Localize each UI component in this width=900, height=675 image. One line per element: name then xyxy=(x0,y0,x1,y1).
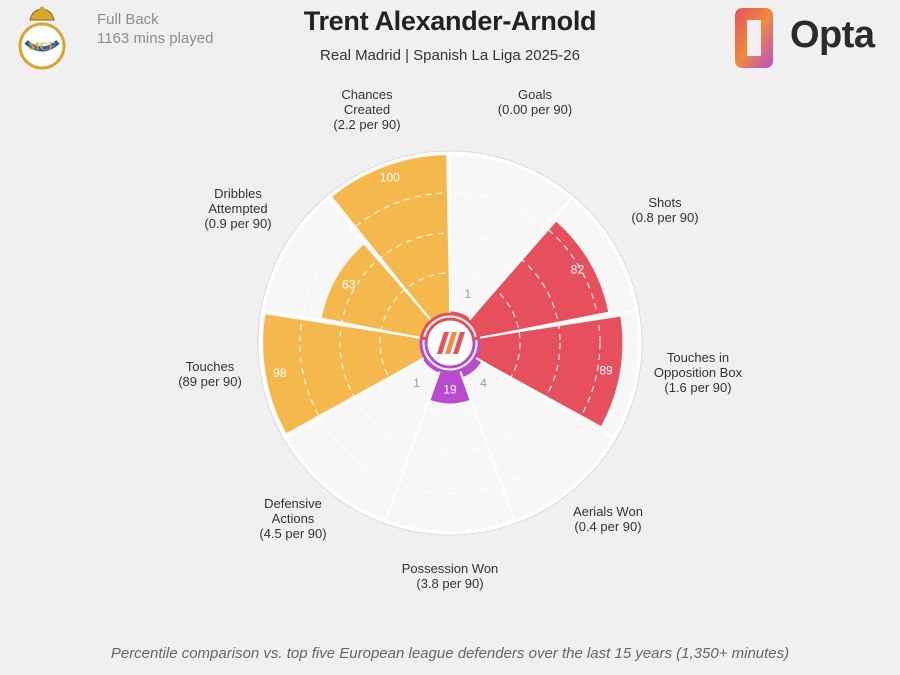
bar-shots xyxy=(469,221,609,338)
bar-chances-created xyxy=(330,153,450,320)
bar-defensive-actions xyxy=(422,358,440,373)
metric-per90-possession-won: (3.8 per 90) xyxy=(416,576,483,591)
gridline-50 xyxy=(339,232,561,454)
bar-touches xyxy=(263,314,424,433)
metric-label-defensive-actions: Defensive xyxy=(264,496,322,511)
bar-touches-in-opposition-box xyxy=(476,316,623,427)
bar-dribbles-attempted xyxy=(321,244,431,338)
gridline-25 xyxy=(379,272,521,414)
pct-label-possession-won: 19 xyxy=(443,382,457,396)
metric-per90-defensive-actions: (4.5 per 90) xyxy=(259,526,326,541)
metric-label-touches-in-opposition-box: Opposition Box xyxy=(654,365,743,380)
metric-label-chances-created: Created xyxy=(344,102,390,117)
metric-label-defensive-actions: Actions xyxy=(272,511,315,526)
metric-label-possession-won: Possession Won xyxy=(402,561,499,576)
metric-per90-touches: (89 per 90) xyxy=(178,374,242,389)
metric-label-touches: Touches xyxy=(186,359,235,374)
pct-label-touches-in-opposition-box: 89 xyxy=(599,364,613,378)
opta-logo-icon xyxy=(735,8,773,68)
metric-label-goals: Goals xyxy=(518,87,552,102)
real-madrid-crest: MCF xyxy=(18,6,66,70)
metric-label-chances-created: Chances xyxy=(341,87,393,102)
center-logo-stroke xyxy=(445,332,457,354)
svg-text:MCF: MCF xyxy=(28,39,55,53)
pct-badge xyxy=(439,381,461,398)
metric-label-dribbles-attempted: Dribbles xyxy=(214,186,262,201)
pct-label-touches: 98 xyxy=(273,366,287,380)
metric-per90-chances-created: (2.2 per 90) xyxy=(333,117,400,132)
pct-label-shots: 82 xyxy=(571,262,585,276)
pct-label-chances-created: 100 xyxy=(380,171,400,185)
chart-footnote: Percentile comparison vs. top five Europ… xyxy=(110,645,790,662)
metric-per90-goals: (0.00 per 90) xyxy=(498,102,572,117)
position-label: Full Back xyxy=(97,11,159,28)
pct-label-dribbles-attempted: 63 xyxy=(342,278,356,292)
outer-ring xyxy=(258,151,642,535)
metric-per90-aerials-won: (0.4 per 90) xyxy=(574,519,641,534)
pct-label-defensive-actions: 1 xyxy=(413,376,420,390)
metric-per90-touches-in-opposition-box: (1.6 per 90) xyxy=(664,380,731,395)
minutes-played-label: 1163 mins played xyxy=(97,30,214,47)
metric-label-touches-in-opposition-box: Touches in xyxy=(667,350,729,365)
center-logo-stroke xyxy=(437,332,449,354)
metric-label-dribbles-attempted: Attempted xyxy=(208,201,267,216)
opta-wordmark: Opta xyxy=(790,14,875,56)
metric-label-aerials-won: Aerials Won xyxy=(573,504,643,519)
pct-label-goals: 1 xyxy=(464,287,471,301)
center-logo-stroke xyxy=(453,332,465,354)
bar-aerials-won xyxy=(460,358,482,377)
pct-label-aerials-won: 4 xyxy=(480,376,487,390)
gridline-75 xyxy=(299,192,601,494)
metric-per90-dribbles-attempted: (0.9 per 90) xyxy=(204,216,271,231)
percentile-radar-chart: 1 82 89 4 19 1 98 63 100 Goals(0.00 per 90) Shots… xyxy=(178,87,743,591)
outer-ring-edge xyxy=(257,150,643,536)
player-name-title: Trent Alexander-Arnold xyxy=(303,6,597,36)
metric-per90-shots: (0.8 per 90) xyxy=(631,210,698,225)
center-ring-arc xyxy=(419,312,481,341)
metric-label-shots: Shots xyxy=(648,195,682,210)
team-competition-subtitle: Real Madrid | Spanish La Liga 2025-26 xyxy=(320,47,580,64)
